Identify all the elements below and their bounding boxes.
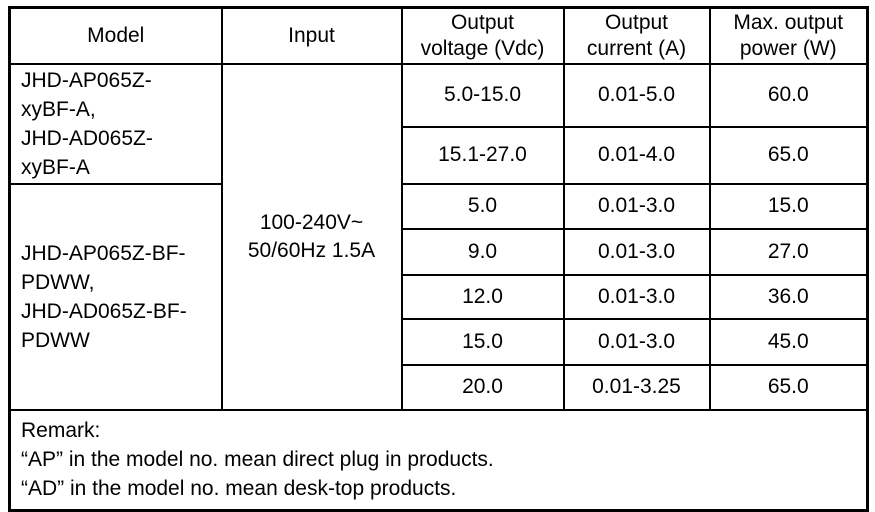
- table-row: 15.1-27.0 0.01-4.0 65.0: [10, 125, 869, 185]
- power-cell: 27.0: [708, 227, 869, 276]
- power-cell: 65.0: [708, 125, 869, 185]
- table-row: 20.0 0.01-3.25 65.0: [10, 363, 869, 411]
- voltage-cell: 20.0: [400, 363, 565, 411]
- table-row: JHD-AP065Z-BF- PDWW, JHD-AD065Z-BF- PDWW…: [8, 182, 869, 411]
- table-row: 15.0 0.01-3.0 45.0: [10, 317, 869, 366]
- voltage-cell: 15.1-27.0: [400, 125, 565, 185]
- voltage-cell: 5.0: [400, 182, 565, 230]
- remark-title: Remark:: [21, 418, 101, 442]
- current-cell: 0.01-5.0: [562, 62, 711, 128]
- current-cell: 0.01-3.0: [562, 182, 711, 230]
- remark-cell: Remark: “AP” in the model no. mean direc…: [8, 408, 869, 511]
- remark-line: “AP” in the model no. mean direct plug i…: [21, 447, 494, 471]
- remark-line: “AD” in the model no. mean desk-top prod…: [21, 476, 457, 500]
- current-cell: 0.01-4.0: [562, 125, 711, 185]
- power-cell: 65.0: [708, 363, 869, 411]
- current-cell: 0.01-3.0: [562, 273, 711, 320]
- voltage-cell: 12.0: [400, 273, 565, 320]
- header-row: Model Input Output voltage (Vdc) Output …: [8, 6, 869, 65]
- table-row: 9.0 0.01-3.0 27.0: [10, 227, 869, 276]
- table-row: JHD-AP065Z- xyBF-A, JHD-AD065Z- xyBF-A 1…: [8, 62, 869, 411]
- current-cell: 0.01-3.25: [562, 363, 711, 411]
- voltage-cell: 15.0: [400, 317, 565, 366]
- power-cell: 45.0: [708, 317, 869, 366]
- power-cell: 60.0: [708, 62, 869, 128]
- current-cell: 0.01-3.0: [562, 227, 711, 276]
- header-output-current: Output current (A): [562, 6, 711, 65]
- voltage-cell: 9.0: [400, 227, 565, 276]
- header-output-voltage: Output voltage (Vdc): [400, 6, 565, 65]
- power-cell: 15.0: [708, 182, 869, 230]
- model-group-2-cell: JHD-AP065Z-BF- PDWW, JHD-AD065Z-BF- PDWW: [8, 182, 223, 411]
- spec-table: Model Input Output voltage (Vdc) Output …: [8, 6, 869, 512]
- current-cell: 0.01-3.0: [562, 317, 711, 366]
- power-cell: 36.0: [708, 273, 869, 320]
- header-model: Model: [8, 6, 223, 65]
- voltage-cell: 5.0-15.0: [400, 62, 565, 128]
- remark-row: Remark: “AP” in the model no. mean direc…: [8, 408, 869, 511]
- header-max-output-power: Max. output power (W): [708, 6, 869, 65]
- header-input: Input: [220, 6, 403, 65]
- input-spec-cell: 100-240V~ 50/60Hz 1.5A: [220, 62, 403, 411]
- table-row: 12.0 0.01-3.0 36.0: [10, 273, 869, 320]
- model-group-1-cell: JHD-AP065Z- xyBF-A, JHD-AD065Z- xyBF-A: [8, 62, 223, 185]
